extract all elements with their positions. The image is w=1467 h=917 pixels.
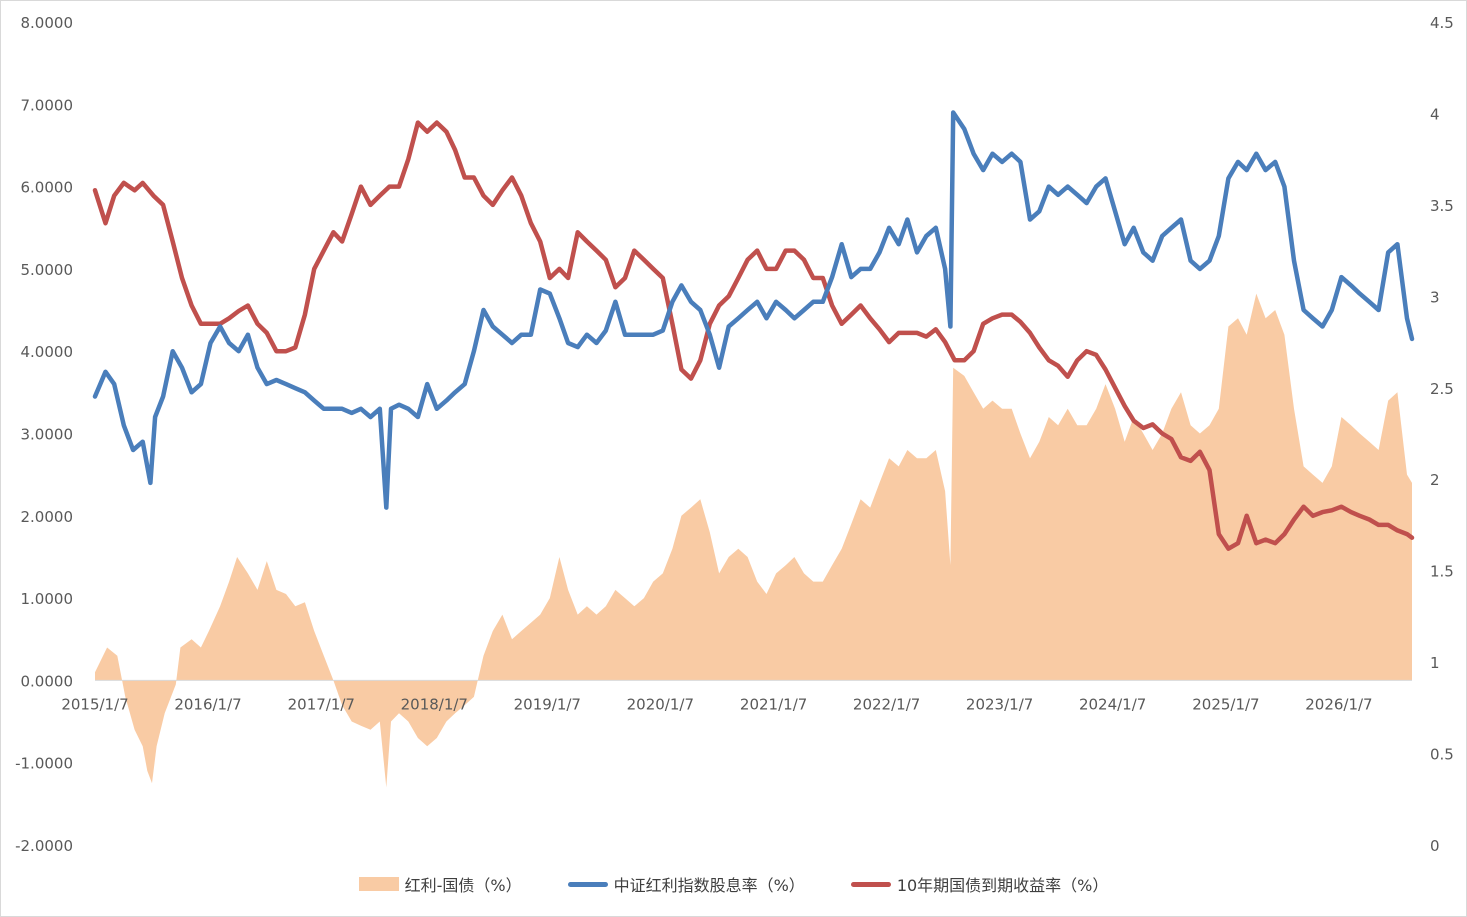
x-tick-label: 2026/1/7 xyxy=(1305,695,1372,713)
y-right-tick-label: 3 xyxy=(1430,288,1440,306)
x-tick-label: 2021/1/7 xyxy=(740,695,807,713)
legend-swatch-bond xyxy=(850,881,891,887)
x-tick-label: 2023/1/7 xyxy=(966,695,1033,713)
spread-area xyxy=(95,293,1412,788)
x-tick-label: 2022/1/7 xyxy=(853,695,920,713)
y-left-tick-label: -1.0000 xyxy=(15,755,73,773)
y-left-tick-label: 2.0000 xyxy=(21,508,74,526)
y-left-tick-label: 8.0000 xyxy=(21,14,74,32)
bond-yield-line xyxy=(92,120,1415,551)
legend-label-spread: 红利-国债（%） xyxy=(404,876,522,895)
y-left-tick-label: 3.0000 xyxy=(21,426,74,444)
x-tick-label: 2024/1/7 xyxy=(1079,695,1146,713)
y-right-tick-label: 0.5 xyxy=(1430,746,1454,764)
dividend-yield-line xyxy=(92,110,1415,510)
y-left-tick-label: 1.0000 xyxy=(21,590,74,608)
legend-item-bond: 10年期国债到期收益率（%） xyxy=(850,872,1109,896)
y-left-tick-label: 6.0000 xyxy=(21,179,74,197)
y-right-tick-label: 0 xyxy=(1430,837,1440,855)
x-tick-label: 2020/1/7 xyxy=(627,695,694,713)
x-tick-label: 2015/1/7 xyxy=(61,695,128,713)
y-left-tick-label: 0.0000 xyxy=(21,672,74,690)
y-right-tick-label: 4.5 xyxy=(1430,14,1454,32)
legend: 红利-国债（%） 中证红利指数股息率（%） 10年期国债到期收益率（%） xyxy=(0,872,1467,896)
y-right-tick-label: 2.5 xyxy=(1430,380,1454,398)
x-tick-label: 2019/1/7 xyxy=(514,695,581,713)
y-left-tick-label: 4.0000 xyxy=(21,343,74,361)
y-left-tick-label: 5.0000 xyxy=(21,261,74,279)
legend-swatch-spread xyxy=(358,877,399,891)
y-right-tick-label: 3.5 xyxy=(1430,197,1454,215)
y-right-tick-label: 1.5 xyxy=(1430,563,1454,581)
y-left-tick-label: -2.0000 xyxy=(15,837,73,855)
legend-item-dividend: 中证红利指数股息率（%） xyxy=(567,872,805,896)
legend-item-spread: 红利-国债（%） xyxy=(358,872,522,896)
y-right-tick-label: 4 xyxy=(1430,105,1440,123)
y-right-tick-label: 2 xyxy=(1430,471,1440,489)
legend-label-dividend: 中证红利指数股息率（%） xyxy=(613,876,805,895)
y-right-tick-label: 1 xyxy=(1430,654,1440,672)
legend-label-bond: 10年期国债到期收益率（%） xyxy=(896,876,1109,895)
legend-swatch-dividend xyxy=(567,881,608,887)
x-tick-label: 2016/1/7 xyxy=(174,695,241,713)
y-left-tick-label: 7.0000 xyxy=(21,96,74,114)
x-tick-label: 2025/1/7 xyxy=(1192,695,1259,713)
x-tick-label: 2018/1/7 xyxy=(401,695,468,713)
x-tick-label: 2017/1/7 xyxy=(288,695,355,713)
